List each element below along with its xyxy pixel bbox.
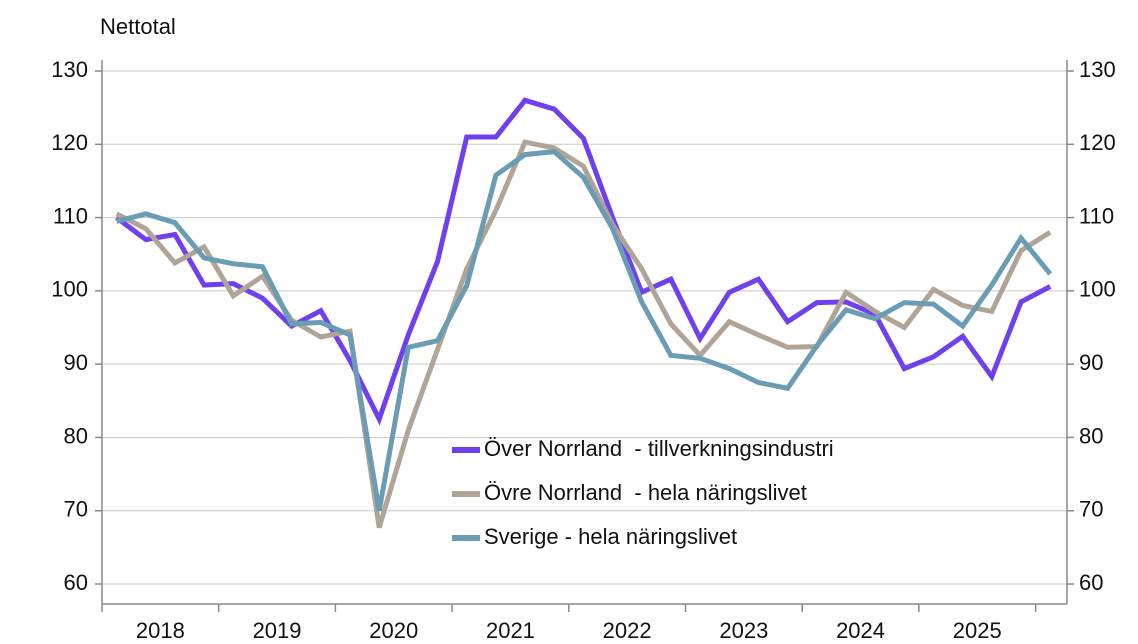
y-tick-label: 100 [51, 277, 88, 302]
x-tick-label: 2023 [719, 618, 768, 643]
x-tick-label: 2021 [486, 618, 535, 643]
y2-tick-label: 120 [1079, 130, 1116, 155]
series-line [115, 139, 1052, 529]
y2-tick-label: 100 [1079, 277, 1116, 302]
legend-label: Sverige - hela näringslivet [484, 524, 737, 549]
y-tick-label: 80 [64, 423, 88, 448]
y-tick-label: 60 [64, 570, 88, 595]
y-tick-label: 90 [64, 350, 88, 375]
y2-tick-label: 80 [1079, 423, 1103, 448]
x-tick-label: 2025 [953, 618, 1002, 643]
y2-tick-label: 70 [1079, 497, 1103, 522]
y-tick-label: 120 [51, 130, 88, 155]
series-line [115, 97, 1052, 426]
x-tick-label: 2022 [603, 618, 652, 643]
y-axis-label: Nettotal [100, 14, 176, 39]
y2-tick-label: 130 [1079, 57, 1116, 82]
y2-tick-label: 60 [1079, 570, 1103, 595]
x-tick-label: 2020 [369, 618, 418, 643]
x-tick-label: 2019 [253, 618, 302, 643]
series-line [115, 149, 1053, 512]
x-tick-label: 2018 [136, 618, 185, 643]
y-tick-label: 130 [51, 57, 88, 82]
legend-label: Övre Norrland - hela näringslivet [484, 480, 807, 505]
legend-label: Över Norrland - tillverkningsindustri [484, 436, 834, 461]
y-tick-label: 70 [64, 497, 88, 522]
y-tick-label: 110 [53, 203, 88, 228]
y2-tick-label: 110 [1079, 203, 1114, 228]
x-tick-label: 2024 [836, 618, 885, 643]
y2-tick-label: 90 [1079, 350, 1103, 375]
